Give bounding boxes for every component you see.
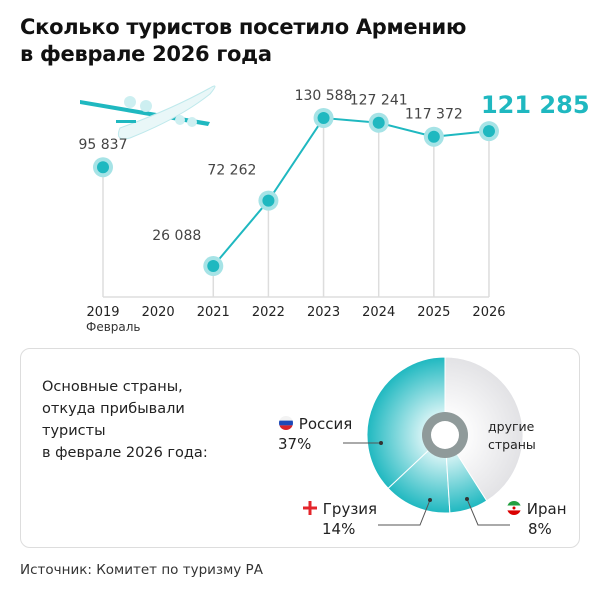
x-tick-label: 2026: [472, 305, 505, 320]
russia-flag-icon: [279, 416, 293, 430]
others-line: страны: [488, 437, 536, 452]
data-point: [207, 260, 220, 273]
countries-card: [20, 348, 580, 548]
x-tick-label: 2025: [417, 305, 450, 320]
title-line-1: Сколько туристов посетило Армению: [20, 15, 467, 39]
data-label: 130 588: [295, 88, 353, 104]
page-title: Сколько туристов посетило Армению в февр…: [20, 14, 466, 68]
title-line-2: в феврале 2026 года: [20, 42, 272, 66]
leader-dot: [379, 441, 383, 445]
leader-line: [378, 499, 431, 526]
pie-label-iran: Иран 8%: [506, 499, 567, 539]
data-point: [317, 112, 330, 124]
leader-dot: [428, 498, 432, 502]
slice-percent: 14%: [322, 520, 356, 538]
data-label: 117 372: [405, 107, 463, 123]
slice-percent: 37%: [278, 435, 312, 453]
data-point: [372, 116, 385, 129]
source-note: Источник: Комитет по туризму РА: [20, 562, 263, 578]
x-tick-label: 2019: [86, 305, 119, 320]
x-tick-label: 2022: [252, 305, 285, 320]
pie-title-line: откуда прибывали: [42, 401, 185, 417]
airplane-icon: [80, 85, 216, 140]
georgia-flag-icon: [303, 501, 317, 515]
data-label: 95 837: [79, 137, 128, 153]
data-point: [97, 161, 109, 174]
pie-slice: [366, 356, 446, 490]
pie-label-russia: Россия 37%: [278, 414, 352, 454]
data-label: 127 241: [350, 93, 408, 109]
leader-line: [466, 498, 510, 526]
slice-name: Россия: [298, 415, 353, 433]
iran-flag-icon: [507, 501, 521, 515]
pie-label-georgia: Грузия 14%: [302, 499, 377, 539]
x-tick-label: 2020: [142, 305, 175, 320]
leader-dot: [465, 497, 469, 501]
pie-label-others: другие страны: [488, 418, 536, 454]
pie-title: Основные страны, откуда прибывали турист…: [42, 376, 208, 464]
pie-title-line: в феврале 2026 года:: [42, 445, 208, 461]
x-tick-label: 2021: [197, 305, 230, 320]
pie-slice: [444, 356, 524, 502]
x-tick-label: 2024: [362, 305, 395, 320]
others-line: другие: [488, 419, 535, 434]
x-axis-label: Февраль: [86, 320, 141, 334]
data-point: [427, 130, 440, 143]
pie-title-line: Основные страны,: [42, 379, 183, 395]
slice-percent: 8%: [528, 520, 552, 538]
pie-title-line: туристы: [42, 423, 106, 439]
data-label: 121 285: [481, 91, 590, 119]
data-label: 72 262: [207, 163, 256, 179]
data-label: 26 088: [152, 228, 201, 244]
x-tick-label: 2023: [307, 305, 340, 320]
slice-name: Иран: [526, 500, 567, 518]
pie-hole: [431, 421, 459, 449]
slice-name: Грузия: [322, 500, 378, 518]
data-point: [262, 194, 275, 207]
data-point: [482, 125, 495, 138]
